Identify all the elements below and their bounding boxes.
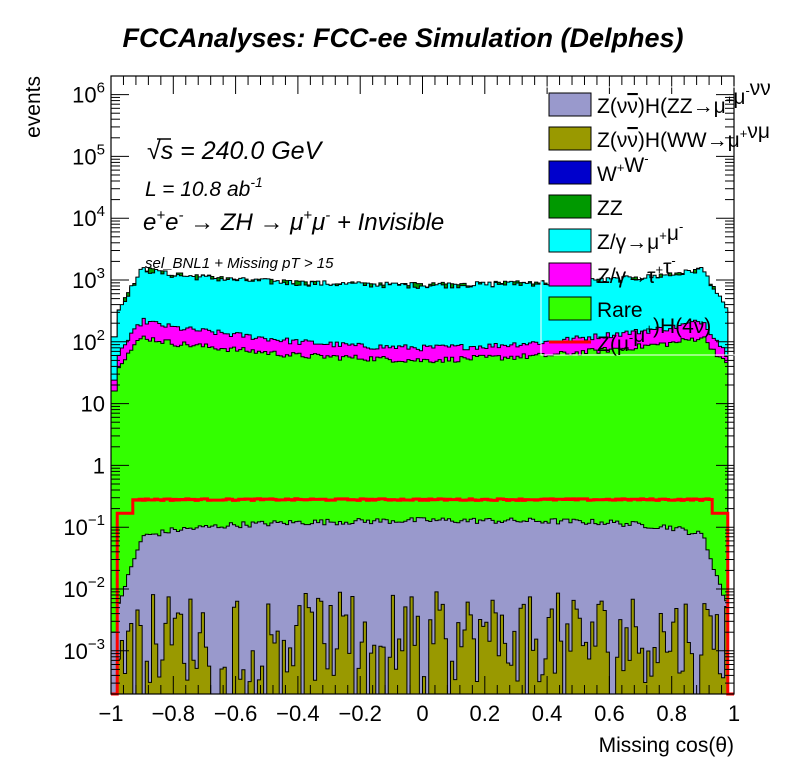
x-tick-label: −0.8	[152, 701, 195, 726]
y-tick-label: 102	[72, 327, 105, 355]
legend-label: Z(μ-μ+)H(4ν)	[597, 315, 711, 356]
x-tick-label: 0.8	[656, 701, 687, 726]
selection-annotation: sel_BNL1 + Missing pT > 15	[145, 255, 334, 272]
x-axis-label: Missing cos(θ)	[599, 734, 734, 757]
y-tick-label: 105	[72, 141, 105, 169]
legend-label: ZZ	[597, 197, 623, 220]
signal-line	[111, 497, 734, 696]
legend-entry: ZZ	[548, 194, 623, 220]
svg-text:√s = 240.0 GeV: √s = 240.0 GeV	[147, 137, 324, 165]
legend-label: Z/γ→τ+τ-	[597, 253, 676, 288]
legend: Z(νν)H(ZZ→μ+μ-ννZ(νν)H(WW→μ+νμW+W-ZZZ/γ→…	[540, 77, 796, 356]
x-tick-label: 1	[728, 701, 740, 726]
x-tick-label: −0.2	[338, 701, 381, 726]
sqrt-s-symbol: √s	[147, 137, 173, 165]
legend-entry: Z/γ→μ+μ-	[548, 219, 683, 254]
x-tick-label: 0.6	[594, 701, 625, 726]
chart-title: FCCAnalyses: FCC-ee Simulation (Delphes)	[122, 23, 683, 53]
legend-entry: Rare	[548, 296, 643, 322]
y-tick-label: 10−3	[63, 636, 105, 664]
x-tick-label: 0.4	[532, 701, 563, 726]
legend-label: Z/γ→μ+μ-	[597, 219, 683, 254]
legend-label: Z(νν)H(WW→μ+νμ	[597, 120, 770, 152]
y-tick-label: 10	[81, 392, 105, 417]
y-tick-label: 10−2	[63, 574, 105, 602]
x-tick-label: −1	[98, 701, 123, 726]
y-tick-label: 1	[93, 453, 105, 478]
legend-entry: Z(νν)H(ZZ→μ+μ-νν	[548, 77, 771, 118]
sqrt-s-value: = 240.0 GeV	[173, 137, 323, 165]
x-tick-label: −0.6	[214, 701, 257, 726]
legend-swatch	[548, 228, 592, 253]
legend-swatch	[548, 126, 592, 151]
plot-area	[110, 267, 734, 696]
legend-box	[540, 86, 796, 356]
y-tick-label: 103	[72, 265, 105, 293]
x-tick-label: 0	[416, 701, 428, 726]
y-tick-label: 106	[72, 80, 105, 108]
legend-label: Rare	[597, 299, 643, 322]
legend-label: W+W-	[597, 151, 649, 186]
x-tick-label: −0.4	[276, 701, 319, 726]
x-tick-label: 0.2	[470, 701, 501, 726]
legend-swatch	[548, 296, 592, 321]
legend-entry: Z(μ-μ+)H(4ν)	[549, 315, 711, 356]
legend-entry: W+W-	[548, 151, 649, 186]
y-tick-label: 104	[72, 203, 105, 231]
legend-entry: Z/γ→τ+τ-	[548, 253, 676, 288]
legend-swatch	[548, 194, 592, 219]
process-annotation: e+e- → ZH → μ+μ- + Invisible	[143, 207, 444, 236]
legend-entry: Z(νν)H(WW→μ+νμ	[548, 120, 770, 152]
legend-swatch	[548, 92, 592, 117]
luminosity-annotation: L = 10.8 ab-1	[145, 174, 263, 201]
legend-label: Z(νν)H(ZZ→μ+μ-νν	[597, 77, 771, 118]
sqrt-s-annotation: √s = 240.0 GeV	[147, 137, 324, 165]
y-tick-label: 10−1	[63, 512, 105, 540]
y-axis-label: events	[22, 76, 45, 138]
legend-swatch	[548, 262, 592, 287]
legend-swatch	[548, 160, 592, 185]
